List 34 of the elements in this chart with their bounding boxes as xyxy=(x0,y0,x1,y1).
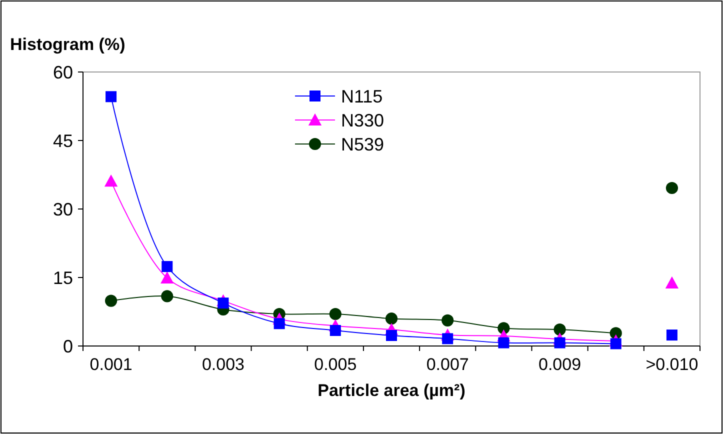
point xyxy=(442,314,454,326)
point xyxy=(330,324,341,336)
point xyxy=(385,312,398,325)
point xyxy=(386,330,397,341)
x-axis-title: Particle area (µm²) xyxy=(318,381,466,400)
legend-label: N115 xyxy=(341,86,383,106)
legend-label: N330 xyxy=(341,110,384,130)
point xyxy=(104,294,118,307)
point xyxy=(498,337,510,348)
y-axis-title: Histogram (%) xyxy=(10,35,126,54)
x-tick-label: 0.003 xyxy=(202,355,244,374)
x-tick-label: >0.010 xyxy=(646,355,698,374)
y-tick-label: 30 xyxy=(52,199,73,220)
point xyxy=(442,333,454,344)
point xyxy=(160,271,174,284)
y-tick-label: 45 xyxy=(52,130,73,151)
point xyxy=(329,308,342,320)
y-tick-label: 60 xyxy=(52,62,73,82)
x-tick-label: 0.009 xyxy=(538,355,582,374)
point xyxy=(161,290,174,302)
y-tick-label: 15 xyxy=(52,268,73,288)
point xyxy=(218,298,229,309)
legend-label: N539 xyxy=(341,134,384,154)
point xyxy=(554,324,566,336)
point xyxy=(162,261,173,272)
point xyxy=(274,318,285,330)
x-tick-label: 0.005 xyxy=(314,355,357,374)
x-tick-label: 0.001 xyxy=(90,355,132,374)
x-tick-label: 0.007 xyxy=(426,355,469,374)
point xyxy=(554,337,566,348)
point xyxy=(106,91,117,102)
y-tick-label: 0 xyxy=(62,336,73,356)
point xyxy=(610,338,622,350)
point xyxy=(104,174,118,187)
